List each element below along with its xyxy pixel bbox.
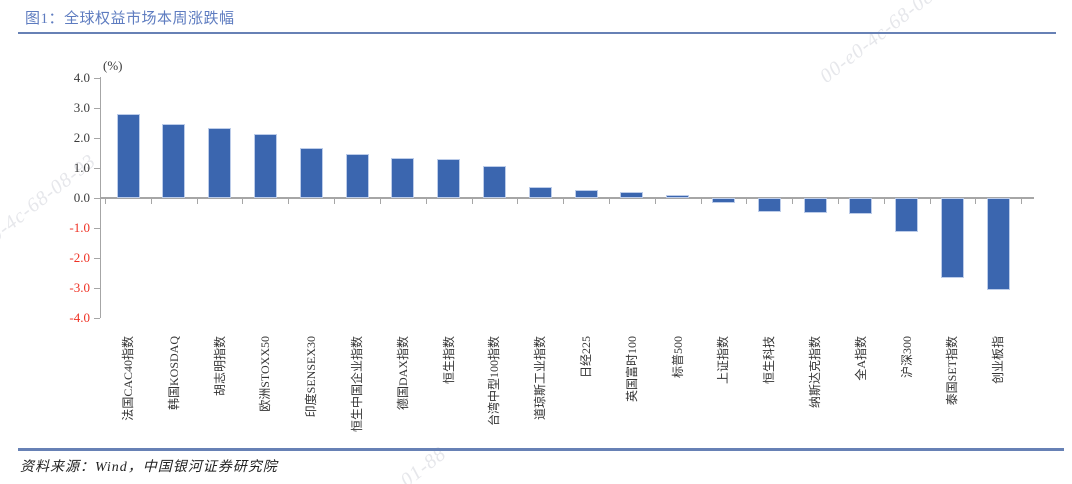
x-axis-tick bbox=[884, 199, 885, 204]
footer-divider bbox=[18, 448, 1064, 451]
x-axis-tick bbox=[380, 199, 381, 204]
x-axis-tick bbox=[838, 199, 839, 204]
x-axis-tick bbox=[655, 199, 656, 204]
bar bbox=[484, 167, 505, 197]
x-axis-label: 沪深300 bbox=[900, 336, 914, 379]
x-axis-tick bbox=[197, 199, 198, 204]
y-axis-tick bbox=[94, 138, 100, 139]
x-axis-label: 法国CAC40指数 bbox=[121, 336, 135, 421]
x-axis-tick bbox=[792, 199, 793, 204]
bar bbox=[942, 199, 963, 277]
y-axis-tick-label: -2.0 bbox=[69, 250, 90, 265]
y-axis-tick-label: 3.0 bbox=[73, 100, 90, 115]
x-axis-tick bbox=[288, 199, 289, 204]
x-axis-tick bbox=[242, 199, 243, 204]
bar bbox=[850, 199, 871, 213]
x-axis-label: 胡志明指数 bbox=[213, 336, 227, 397]
x-axis-label: 英国富时100 bbox=[625, 336, 639, 403]
y-axis-tick bbox=[94, 258, 100, 259]
x-axis-tick bbox=[105, 199, 106, 204]
x-axis-tick bbox=[563, 199, 564, 204]
y-axis-tick bbox=[94, 198, 100, 199]
bar bbox=[576, 191, 597, 197]
y-axis-tick-label: 0.0 bbox=[73, 190, 90, 205]
bar bbox=[530, 188, 551, 197]
bar bbox=[438, 160, 459, 197]
x-axis-tick bbox=[701, 199, 702, 204]
x-axis-label: 恒生指数 bbox=[442, 336, 456, 385]
x-axis-tick bbox=[517, 199, 518, 204]
figure-title: 图1：全球权益市场本周涨跌幅 bbox=[25, 11, 235, 27]
y-axis-unit-label: (%) bbox=[103, 58, 123, 73]
x-axis-label: 恒生科技 bbox=[762, 336, 776, 385]
bar bbox=[759, 199, 780, 211]
x-axis-tick bbox=[426, 199, 427, 204]
y-axis-tick bbox=[94, 288, 100, 289]
bar bbox=[713, 199, 734, 202]
x-axis-label: 上证指数 bbox=[716, 336, 730, 385]
y-axis-tick bbox=[94, 228, 100, 229]
y-axis-tick-label: 4.0 bbox=[73, 70, 90, 85]
x-axis-label: 泰国SET指数 bbox=[945, 336, 959, 406]
bar bbox=[118, 115, 139, 197]
bar bbox=[392, 159, 413, 197]
y-axis-tick-label: 1.0 bbox=[73, 160, 90, 175]
title-divider bbox=[18, 32, 1056, 34]
x-axis-tick bbox=[609, 199, 610, 204]
x-axis-tick bbox=[472, 199, 473, 204]
y-axis-tick bbox=[94, 108, 100, 109]
x-axis-label: 恒生中国企业指数 bbox=[350, 336, 364, 433]
bar bbox=[621, 193, 642, 197]
watermark-text: 00-e0-4c-68-08-01 bbox=[815, 0, 962, 88]
bar bbox=[347, 155, 368, 197]
x-axis-label: 台湾中型100指数 bbox=[487, 336, 501, 427]
x-axis-tick bbox=[930, 199, 931, 204]
y-axis-tick bbox=[94, 318, 100, 319]
bar bbox=[209, 129, 230, 197]
x-axis-label: 欧洲STOXX50 bbox=[258, 336, 272, 412]
x-axis-line bbox=[100, 197, 1034, 199]
bar bbox=[667, 196, 688, 197]
bar bbox=[896, 199, 917, 231]
y-axis-tick bbox=[94, 168, 100, 169]
bar bbox=[301, 149, 322, 197]
y-axis-tick-label: -1.0 bbox=[69, 220, 90, 235]
x-axis-label: 纳斯达克指数 bbox=[808, 336, 822, 409]
x-axis-tick bbox=[975, 199, 976, 204]
y-axis-tick-label: -3.0 bbox=[69, 280, 90, 295]
bar bbox=[163, 125, 184, 197]
x-axis-tick bbox=[334, 199, 335, 204]
x-axis-label: 德国DAX指数 bbox=[396, 336, 410, 410]
x-axis-tick bbox=[1021, 199, 1022, 204]
x-axis-label: 全A指数 bbox=[854, 336, 868, 381]
bar bbox=[988, 199, 1009, 289]
source-note: 资料来源：Wind，中国银河证券研究院 bbox=[20, 460, 278, 475]
x-axis-label: 印度SENSEX30 bbox=[304, 336, 318, 418]
x-axis-tick bbox=[151, 199, 152, 204]
x-axis-tick bbox=[746, 199, 747, 204]
x-axis-label: 韩国KOSDAQ bbox=[167, 336, 181, 411]
bar bbox=[255, 135, 276, 197]
y-axis-tick-label: 2.0 bbox=[73, 130, 90, 145]
x-axis-label: 道琼斯工业指数 bbox=[533, 336, 547, 421]
bar bbox=[805, 199, 826, 212]
y-axis-tick-label: -4.0 bbox=[69, 310, 90, 325]
y-axis-tick bbox=[94, 78, 100, 79]
x-axis-label: 创业板指 bbox=[991, 336, 1005, 385]
x-axis-label: 标普500 bbox=[671, 336, 685, 379]
x-axis-label: 日经225 bbox=[579, 336, 593, 379]
